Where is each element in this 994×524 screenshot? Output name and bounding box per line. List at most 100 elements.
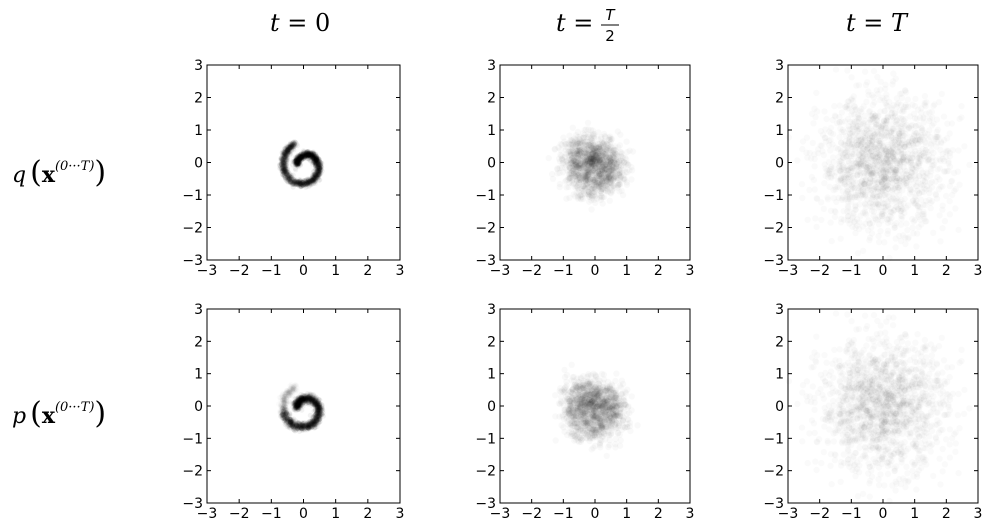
scatter-point [918, 109, 924, 115]
scatter-point [310, 151, 316, 157]
scatter-point [306, 151, 312, 157]
column-title-t0: t = 0 [270, 9, 330, 37]
scatter-point [317, 165, 323, 171]
scatter-point [312, 158, 318, 164]
scatter-point [317, 161, 323, 167]
scatter-point [298, 155, 304, 161]
col-title-thalf-eq: = [566, 9, 594, 37]
scatter-point [296, 156, 302, 162]
scatter-point [315, 164, 321, 170]
y-tick-label: 1 [194, 123, 203, 139]
scatter-point [810, 120, 816, 126]
scatter-point [563, 196, 569, 202]
scatter-point [284, 149, 290, 155]
scatter-point [554, 165, 560, 171]
scatter-point [297, 153, 303, 160]
scatter-point [308, 182, 314, 188]
scatter-point [310, 176, 316, 182]
scatter-point [313, 173, 319, 179]
x-tick-label: 0 [879, 263, 888, 279]
scatter-point [316, 165, 323, 171]
scatter-point [287, 179, 293, 185]
scatter-point [282, 150, 288, 156]
scatter-point [597, 188, 603, 194]
scatter-point [304, 150, 310, 156]
scatter-point [296, 156, 302, 162]
scatter-point [864, 196, 870, 202]
scatter-point [591, 155, 597, 161]
scatter-point [296, 159, 302, 166]
scatter-point [871, 68, 877, 74]
scatter-point [898, 222, 904, 228]
scatter-point [304, 181, 310, 187]
scatter-point [966, 162, 972, 168]
scatter-point [292, 181, 298, 188]
scatter-point [291, 144, 297, 150]
scatter-point [581, 144, 587, 150]
scatter-point [310, 161, 316, 167]
scatter-point [624, 160, 630, 166]
scatter-point [293, 160, 299, 166]
scatter-point [283, 156, 289, 162]
scatter-point [293, 180, 300, 186]
scatter-point [285, 150, 291, 156]
scatter-point [316, 169, 322, 175]
scatter-point [282, 159, 288, 165]
scatter-point [317, 167, 323, 173]
scatter-point [821, 180, 827, 186]
scatter-point [298, 181, 304, 187]
scatter-point [279, 160, 285, 166]
scatter-point [585, 126, 591, 132]
scatter-point [286, 170, 292, 176]
scatter-point [313, 160, 319, 166]
scatter-point [287, 144, 293, 150]
scatter-point [302, 181, 308, 187]
x-tick-label: −1 [553, 263, 574, 279]
scatter-point [293, 181, 299, 187]
scatter-point [303, 152, 309, 158]
scatter-point [284, 171, 290, 177]
scatter-point [295, 157, 301, 163]
scatter-point [312, 174, 318, 180]
scatter-point [284, 169, 290, 175]
scatter-point [903, 176, 909, 182]
scatter-point [616, 182, 622, 188]
scatter-point [861, 103, 867, 109]
scatter-point [296, 155, 302, 161]
scatter-point [833, 66, 839, 72]
scatter-point [279, 150, 285, 156]
scatter-point [869, 170, 875, 176]
scatter-point [299, 157, 305, 163]
scatter-point [860, 210, 866, 216]
y-tick-label: −3 [763, 253, 784, 269]
scatter-point [311, 156, 317, 162]
scatter-point [585, 120, 591, 126]
scatter-point [294, 155, 300, 161]
scatter-point [312, 160, 318, 166]
scatter-point [286, 173, 292, 179]
scatter-point [317, 165, 323, 171]
scatter-point [281, 167, 287, 173]
scatter-point [846, 220, 852, 226]
scatter-point [290, 181, 296, 187]
scatter-point [281, 153, 287, 159]
scatter-point [285, 149, 291, 155]
scatter-point [291, 181, 297, 187]
scatter-point [896, 130, 902, 136]
scatter-point [283, 154, 289, 160]
scatter-point [300, 183, 306, 189]
scatter-point [872, 160, 878, 166]
scatter-point [571, 169, 577, 175]
scatter-point [310, 154, 316, 160]
scatter-point [928, 140, 934, 146]
scatter-point [303, 153, 309, 159]
scatter-point [284, 147, 290, 153]
scatter-point [613, 163, 619, 169]
scatter-point [600, 200, 606, 206]
scatter-point [278, 155, 285, 161]
scatter-point [304, 152, 310, 158]
scatter-point [283, 148, 290, 154]
scatter-point [828, 208, 834, 214]
scatter-point [883, 95, 889, 101]
scatter-point [316, 165, 322, 171]
